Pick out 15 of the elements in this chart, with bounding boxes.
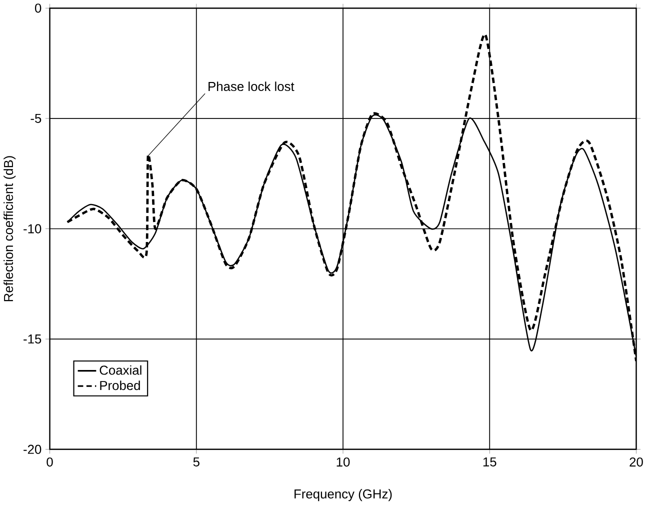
y-tick-label: 0 [34, 4, 42, 13]
y-tick-label: -5 [30, 114, 42, 124]
y-axis-title: Reflection coefficient (dB) [4, 156, 16, 302]
y-tick-label: -20 [24, 444, 42, 454]
annotation: Phase lock lost [208, 82, 294, 92]
legend-label: Probed [100, 380, 140, 390]
x-tick-label: 0 [46, 458, 53, 467]
x-axis-title: Frequency (GHz) [294, 489, 392, 502]
x-tick-label: 10 [336, 458, 350, 467]
x-tick-label: 15 [483, 458, 496, 467]
y-tick-label: -15 [24, 334, 42, 344]
x-tick-label: 5 [193, 458, 200, 467]
y-tick-label: -10 [24, 224, 42, 234]
legend-label: Coaxial [100, 365, 142, 375]
x-tick-label: 20 [630, 458, 643, 467]
